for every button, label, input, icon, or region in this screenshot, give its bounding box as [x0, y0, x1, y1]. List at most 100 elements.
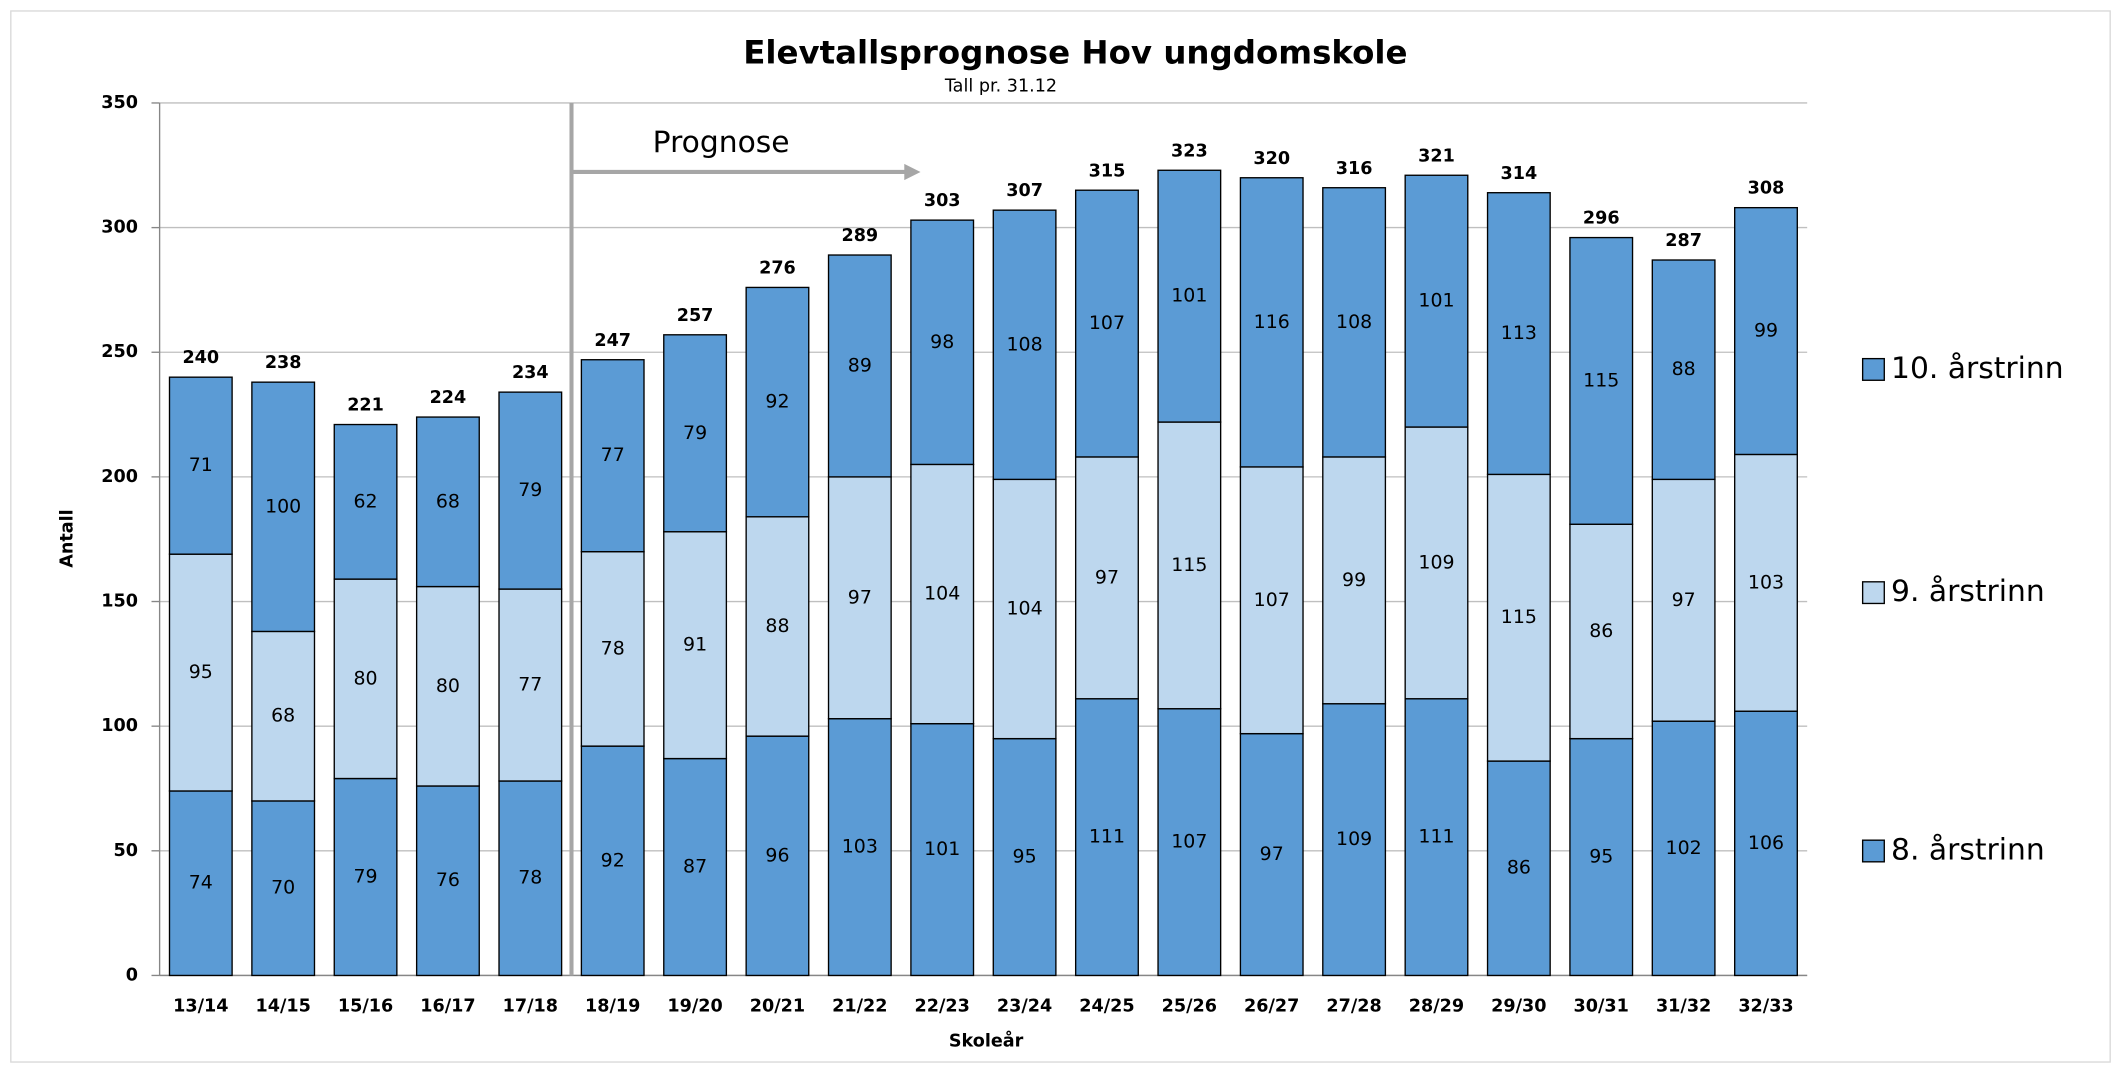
x-tick-label: 19/20: [667, 997, 722, 1017]
bar-segment: [910, 463, 975, 725]
data-label: 100: [265, 495, 301, 517]
bar-segment: [1074, 698, 1139, 977]
y-tick-label: 350: [101, 93, 138, 113]
bar-segment: [1074, 189, 1139, 458]
bar-segment: [498, 780, 563, 977]
data-label: 79: [518, 479, 542, 501]
data-label: 116: [1254, 311, 1290, 333]
bar-segment: [415, 785, 480, 977]
data-label: 111: [1418, 826, 1454, 848]
bar-segment: [663, 757, 728, 977]
total-label: 247: [594, 331, 631, 351]
bar-segment: [580, 359, 645, 553]
bar-segment: [827, 254, 892, 478]
legend-swatch: [1861, 357, 1885, 381]
data-label: 107: [1171, 831, 1207, 853]
total-label: 240: [182, 348, 219, 368]
data-label: 86: [1589, 620, 1613, 642]
bar-segment: [333, 423, 398, 580]
x-tick-label: 32/33: [1738, 997, 1793, 1017]
legend-swatch: [1861, 839, 1885, 863]
data-label: 74: [189, 872, 213, 894]
bar-segment: [498, 391, 563, 590]
bar-segment: [1569, 737, 1634, 977]
bar-segment: [168, 376, 233, 555]
bar-segment: [663, 531, 728, 760]
bar-segment: [910, 219, 975, 466]
bar-segment: [1157, 169, 1222, 423]
x-tick-label: 17/18: [503, 997, 558, 1017]
bar-segment: [1734, 206, 1798, 456]
bar-segment: [1157, 421, 1222, 710]
total-label: 234: [512, 363, 549, 383]
data-label: 78: [518, 867, 542, 889]
data-label: 103: [842, 836, 878, 858]
legend-label: 10. årstrinn: [1891, 351, 2064, 386]
x-tick-label: 30/31: [1574, 997, 1629, 1017]
data-label: 108: [1336, 311, 1372, 333]
data-label: 107: [1089, 312, 1125, 334]
data-label: 109: [1336, 828, 1372, 850]
data-label: 78: [601, 637, 625, 659]
bar-segment: [1651, 259, 1716, 481]
bar-segment: [745, 286, 810, 518]
forecast-arrowhead: [904, 163, 921, 181]
data-label: 80: [436, 675, 460, 697]
data-label: 77: [518, 674, 542, 696]
data-label: 98: [930, 331, 954, 353]
data-label: 104: [1007, 598, 1043, 620]
bar-segment: [745, 735, 810, 977]
bar-segment: [1157, 708, 1222, 977]
data-label: 102: [1666, 837, 1702, 859]
data-label: 92: [765, 391, 789, 413]
x-tick-label: 15/16: [338, 997, 393, 1017]
bar-segment: [415, 416, 480, 588]
x-tick-label: 28/29: [1409, 997, 1464, 1017]
data-label: 68: [436, 490, 460, 512]
x-tick-label: 31/32: [1656, 997, 1711, 1017]
y-axis-label: Antall: [58, 509, 78, 567]
bar-segment: [1404, 174, 1469, 428]
total-label: 257: [677, 306, 714, 326]
bar-segment: [1239, 177, 1304, 468]
data-label: 91: [683, 634, 707, 656]
total-label: 323: [1171, 141, 1208, 161]
bar-segment: [1734, 453, 1798, 712]
data-label: 109: [1418, 551, 1454, 573]
data-label: 77: [601, 444, 625, 466]
bar-segment: [1486, 473, 1551, 762]
y-tick-label: 250: [101, 342, 138, 362]
data-label: 68: [271, 705, 295, 727]
data-label: 62: [354, 490, 378, 512]
x-tick-label: 13/14: [173, 997, 228, 1017]
total-label: 238: [265, 353, 302, 373]
total-label: 221: [347, 396, 384, 416]
chart-subtitle: Tall pr. 31.12: [944, 77, 1057, 97]
chart-border: [10, 10, 2111, 1063]
bar-segment: [580, 550, 645, 747]
bar-segment: [992, 737, 1057, 977]
bar-segment: [415, 585, 480, 787]
data-label: 97: [1095, 566, 1119, 588]
total-label: 315: [1089, 161, 1126, 181]
data-label: 111: [1089, 826, 1125, 848]
annotation: Prognose: [653, 125, 790, 160]
bar-segment: [1734, 710, 1798, 977]
data-label: 76: [436, 869, 460, 891]
legend-label: 8. årstrinn: [1891, 832, 2045, 867]
data-label: 113: [1501, 322, 1537, 344]
data-label: 97: [848, 586, 872, 608]
x-tick-label: 21/22: [832, 997, 887, 1017]
data-label: 99: [1754, 320, 1778, 342]
bar-segment: [580, 745, 645, 977]
total-label: 320: [1253, 149, 1290, 169]
bar-segment: [1322, 187, 1387, 458]
legend-swatch: [1861, 581, 1885, 605]
total-label: 289: [841, 226, 878, 246]
total-label: 308: [1748, 179, 1785, 199]
x-tick-label: 18/19: [585, 997, 640, 1017]
data-label: 115: [1171, 554, 1207, 576]
bar-segment: [251, 800, 316, 977]
data-label: 107: [1254, 589, 1290, 611]
